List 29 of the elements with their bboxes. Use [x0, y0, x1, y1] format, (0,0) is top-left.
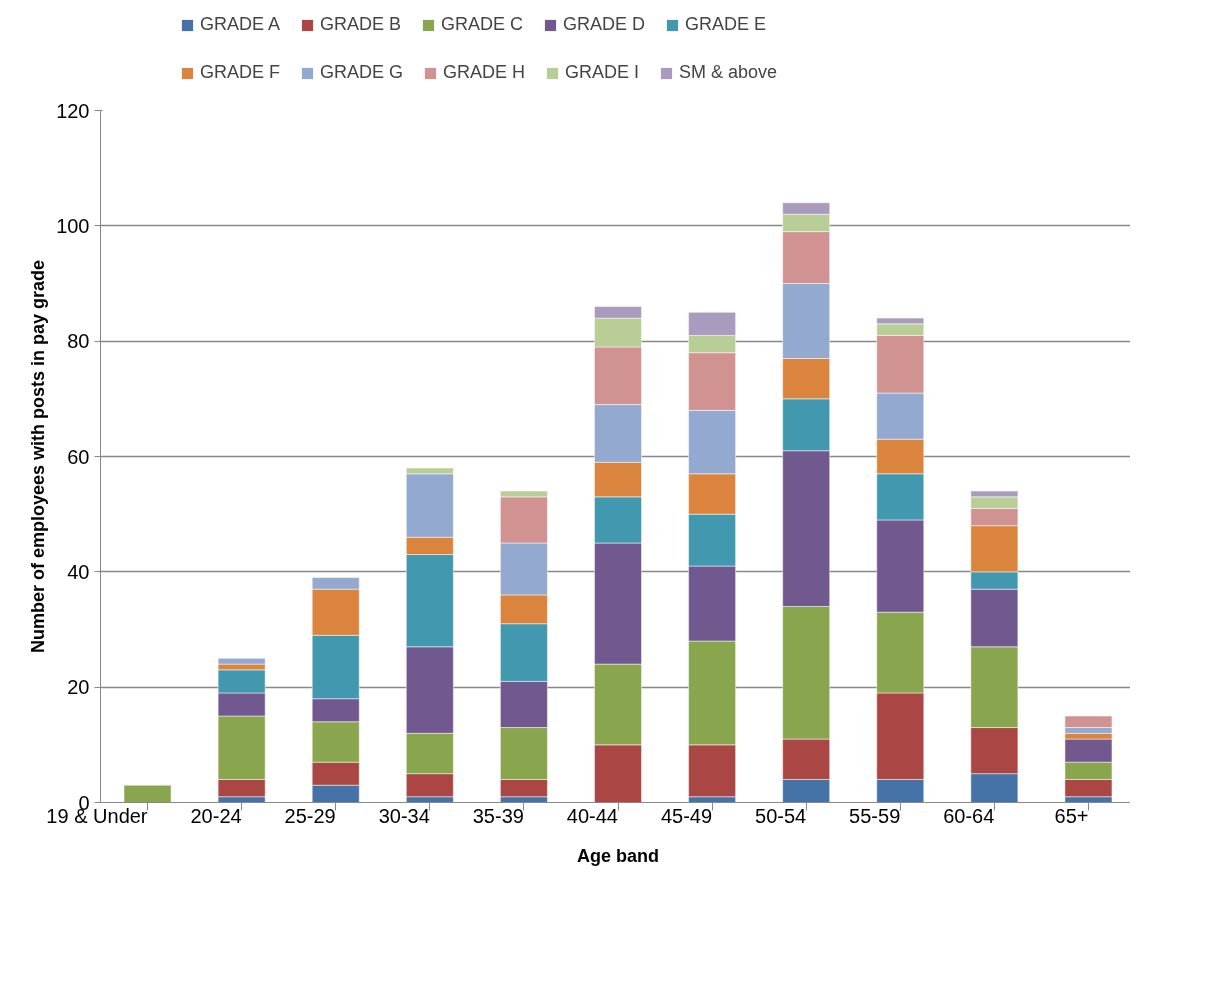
legend-label: GRADE B: [320, 14, 402, 35]
legend-label: GRADE D: [563, 14, 646, 35]
y-tick-label: 80: [67, 330, 90, 353]
x-tick-label: 55-59: [849, 804, 901, 827]
x-tick-label: 45-49: [660, 804, 713, 827]
legend-label: GRADE A: [200, 14, 281, 35]
y-tick-label: 100: [56, 214, 90, 237]
legend-label: GRADE E: [685, 14, 767, 35]
bar: [123, 784, 172, 803]
legend-label: GRADE G: [320, 62, 404, 83]
x-tick-label: 50-54: [755, 804, 807, 827]
y-tick-label: 60: [67, 445, 90, 468]
legend-label: GRADE H: [443, 62, 526, 83]
x-tick-label: 30-34: [378, 804, 430, 827]
legend-label: SM & above: [679, 62, 778, 83]
y-axis-title: Number of employees with posts in pay grade: [28, 259, 49, 654]
y-tick-label: 40: [67, 560, 90, 583]
x-axis-title: Age band: [577, 845, 660, 866]
y-tick-label: 20: [67, 676, 90, 699]
x-tick-label: 40-44: [566, 804, 618, 827]
x-tick-label: 65+: [1054, 804, 1089, 827]
x-tick-label: 35-39: [472, 804, 524, 827]
x-tick-label: 20-24: [190, 804, 242, 827]
y-tick-label: 120: [56, 99, 90, 122]
legend-label: GRADE I: [565, 62, 640, 83]
x-tick-label: 60-64: [943, 804, 995, 827]
x-tick-label: 25-29: [284, 804, 336, 827]
legend-label: GRADE F: [200, 62, 281, 83]
legend-label: GRADE C: [441, 14, 524, 35]
